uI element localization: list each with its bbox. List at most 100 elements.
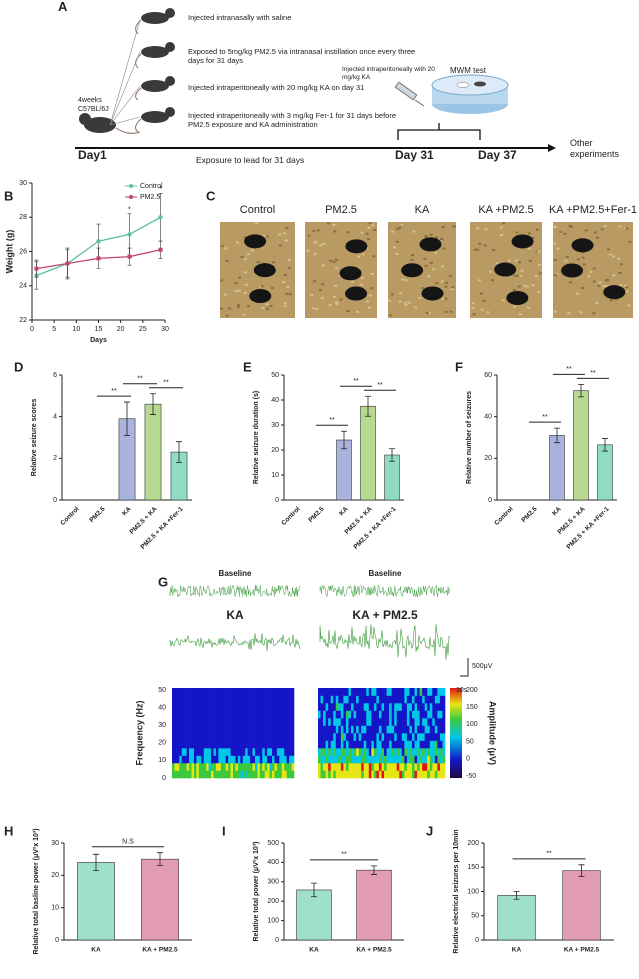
- spectrogram-cell: [363, 755, 367, 764]
- bar: [497, 895, 536, 941]
- bedding: [368, 306, 372, 309]
- bedding: [346, 231, 350, 234]
- spectrogram-cell: [181, 688, 185, 696]
- spectrogram-cell: [366, 763, 370, 771]
- spectrogram-cell: [396, 695, 400, 704]
- spectrogram-cell: [235, 703, 239, 711]
- bedding: [429, 261, 433, 264]
- spectrogram-cell: [196, 695, 200, 704]
- spectrogram-cell: [291, 755, 295, 764]
- spectrogram-cell: [237, 740, 241, 749]
- spectrogram-cell: [442, 740, 446, 749]
- spectrogram-cell: [274, 703, 278, 711]
- y-tick-label: 100: [467, 888, 479, 895]
- bedding: [491, 279, 495, 282]
- spectrogram-cell: [427, 725, 431, 734]
- bedding: [236, 241, 240, 244]
- y-tick-label: 0: [275, 497, 279, 504]
- spectrogram-cell: [371, 740, 375, 749]
- spectrogram-cell: [191, 718, 195, 726]
- bedding: [441, 297, 445, 300]
- spectrogram-cell: [279, 710, 283, 719]
- bedding: [283, 304, 287, 307]
- spectrogram-cell: [198, 763, 202, 771]
- y-tick-label: 100: [267, 917, 279, 924]
- bedding: [448, 274, 452, 277]
- spectrogram-cell: [211, 763, 214, 771]
- spectrogram-cell: [237, 703, 241, 711]
- spectrogram-cell: [338, 718, 342, 726]
- spectrogram-cell: [259, 710, 263, 719]
- spectrogram-cell: [389, 718, 392, 726]
- spectrogram-cell: [351, 763, 354, 771]
- spectrogram-cell: [356, 718, 359, 726]
- significance: *: [128, 207, 131, 214]
- spectrogram-cell: [356, 695, 359, 704]
- spectrogram-cell: [320, 695, 324, 704]
- spectrogram-cell: [381, 740, 385, 749]
- spectrogram-cell: [432, 733, 436, 741]
- bedding: [322, 242, 326, 245]
- spectrogram-cell: [348, 740, 352, 749]
- spectrogram-cell: [206, 748, 209, 756]
- spectrogram-cell: [279, 718, 283, 726]
- spectrogram-cell: [358, 733, 362, 741]
- spectrogram-cell: [211, 748, 214, 756]
- spectrogram-cell: [250, 695, 253, 704]
- step-text: Injected intranasally with saline: [188, 13, 292, 22]
- spectrogram-cell: [340, 740, 344, 749]
- spectrogram-cell: [181, 740, 185, 749]
- y-axis-label: Relative number of seizures: [466, 391, 473, 484]
- spectrogram-cell: [409, 763, 413, 771]
- spectrogram-cell: [198, 748, 202, 756]
- spectrogram-cell: [211, 770, 214, 779]
- bedding: [286, 286, 290, 289]
- bar: [77, 862, 115, 941]
- spectrogram-cell: [427, 748, 431, 756]
- spectrogram-cell: [264, 695, 268, 704]
- spectrogram-cell: [284, 718, 287, 726]
- spectrogram-cell: [281, 725, 285, 734]
- spectrogram-cell: [442, 725, 446, 734]
- bedding: [355, 310, 359, 313]
- spectrogram-cell: [376, 725, 380, 734]
- spectrogram-cell: [223, 725, 226, 734]
- spectrogram-cell: [442, 763, 446, 771]
- spectrogram-cell: [394, 703, 398, 711]
- bedding: [312, 307, 316, 310]
- spectrogram-cell: [340, 755, 344, 764]
- bedding: [283, 232, 287, 235]
- spectrogram-cell: [284, 725, 287, 734]
- branch-lines: [109, 19, 141, 126]
- spectrogram-cell: [429, 710, 433, 719]
- spectrogram-cell: [225, 770, 229, 779]
- spectrogram-cell: [184, 740, 187, 749]
- bedding: [587, 275, 591, 278]
- exposure-label: Exposure to lead for 31 days: [196, 155, 305, 165]
- spectrogram-cell: [325, 725, 329, 734]
- spectrogram-cell: [320, 763, 324, 771]
- spectrogram-cell: [386, 725, 390, 734]
- bedding: [414, 306, 418, 309]
- spectrogram-cell: [340, 695, 344, 704]
- spectrogram-cell: [281, 770, 285, 779]
- spectrogram-cell: [252, 763, 256, 771]
- y-axis-label: Relative seizure duration (s): [253, 391, 260, 484]
- spectrogram-cell: [406, 748, 410, 756]
- spectrogram-cell: [272, 688, 275, 696]
- spectrogram-cell: [439, 703, 443, 711]
- spectrogram-cell: [424, 740, 428, 749]
- bedding: [335, 267, 339, 270]
- spectrogram-cell: [434, 733, 438, 741]
- spectrogram-cell: [396, 688, 400, 696]
- spectrogram-cell: [230, 733, 234, 741]
- spectrogram-cell: [286, 740, 290, 749]
- bedding: [334, 284, 338, 287]
- bedding: [507, 259, 511, 262]
- spectrogram-cell: [259, 733, 263, 741]
- bedding: [360, 283, 364, 286]
- spectrogram-cell: [181, 725, 185, 734]
- spectrogram-cell: [411, 688, 415, 696]
- spectrogram-cell: [353, 733, 357, 741]
